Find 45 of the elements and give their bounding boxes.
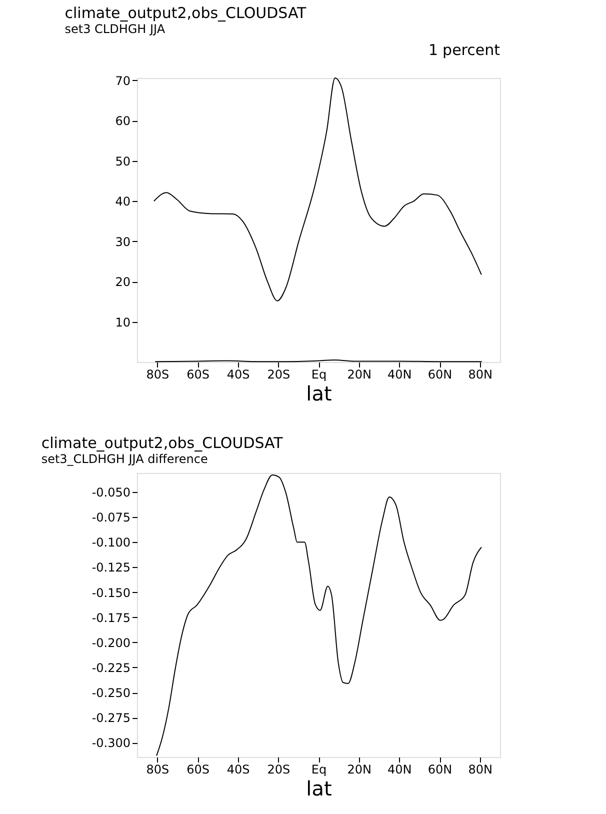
y-tick-label: 20 [115, 275, 130, 290]
x-tick-label: 40S [226, 762, 250, 776]
y-tick-label: -0.175 [92, 610, 130, 625]
y-tick-label: -0.125 [92, 560, 130, 575]
x-tick-label: Eq [311, 762, 327, 776]
x-tick-label: 80N [468, 762, 492, 776]
y-tick-label: -0.250 [92, 686, 130, 700]
x-tick-label: 60N [428, 368, 452, 382]
y-tick-label: 70 [115, 74, 130, 88]
y-tick-label: 60 [115, 114, 130, 128]
y-tick-label: -0.200 [92, 636, 130, 650]
chart-subtitle: set3 CLDHGH JJA [64, 22, 166, 36]
x-tick-label: 40N [388, 368, 412, 382]
line-series [153, 78, 482, 302]
chart-subtitle: set3_CLDHGH JJA difference [41, 452, 208, 466]
x-tick-label: 20N [347, 368, 372, 382]
chart-title: climate_output2,obs_CLOUDSAT [41, 434, 284, 452]
x-tick-label: 40N [388, 762, 412, 776]
x-axis-title: lat [306, 382, 332, 406]
y-tick-label: -0.075 [92, 510, 130, 525]
y-tick-label: 10 [115, 315, 130, 330]
y-tick-label: -0.300 [92, 736, 130, 750]
y-tick-label: -0.100 [92, 536, 130, 550]
y-tick-label: 30 [115, 234, 130, 249]
y-tick-label: -0.050 [92, 486, 130, 500]
y-tick-label: 50 [115, 154, 130, 168]
y-axis-title: percent [442, 41, 500, 59]
x-tick-label: 80N [468, 368, 492, 382]
x-tick-label: Eq [311, 368, 327, 382]
y-tick-label: 40 [115, 194, 130, 209]
y-tick-label: -0.150 [92, 586, 130, 600]
x-axis-title: lat [306, 776, 332, 800]
x-tick-label: 60N [428, 762, 452, 776]
x-tick-label: 20S [267, 368, 290, 382]
y-tick-label: -0.225 [92, 660, 130, 675]
x-tick-label: 20S [267, 762, 290, 776]
x-tick-label: 20N [347, 762, 372, 776]
chart-title: climate_output2,obs_CLOUDSAT [64, 4, 308, 22]
x-tick-label: 40S [226, 368, 250, 382]
text: 1 [428, 41, 438, 59]
x-tick-label: 60S [186, 368, 210, 382]
x-tick-label: 80S [146, 762, 170, 776]
x-tick-label: 80S [146, 368, 170, 382]
x-tick-label: 60S [186, 762, 210, 776]
y-tick-label: -0.275 [92, 711, 130, 726]
